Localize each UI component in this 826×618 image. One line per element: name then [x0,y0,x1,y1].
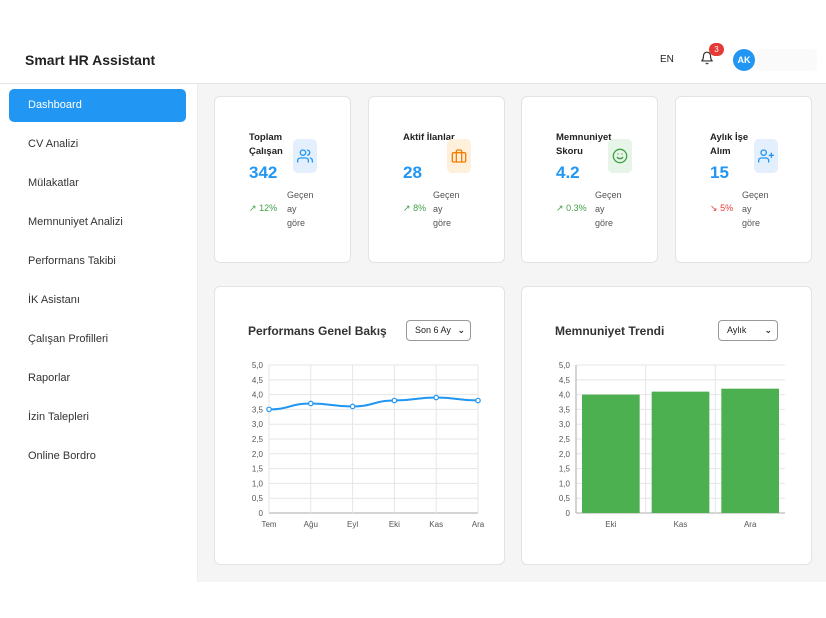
stat-title: Aktif İlanlar [403,132,455,143]
smile-icon [608,139,632,173]
x-tick-label: Eyl [347,520,358,529]
performance-period-select[interactable]: Son 6 Ay ⌄ [406,320,471,341]
app-title: Smart HR Assistant [25,52,156,68]
performance-chart-title: Performans Genel Bakış [248,324,387,338]
x-tick-label: Ara [472,520,485,529]
chevron-down-icon: ⌄ [764,325,772,335]
stat-card-active-listings: Aktif İlanlar 28 ↗ 8% Geçen ay göre [368,96,505,263]
stat-card-employees: Toplam Çalışan 342 ↗ 12% Geçen ay göre [214,96,351,263]
y-tick-label: 2,5 [252,435,264,444]
stat-card-monthly-hires: Aylık İşe Alım 15 ↘ 5% Geçen ay göre [675,96,812,263]
satisfaction-chart-title: Memnuniyet Trendi [555,324,665,338]
y-tick-label: 2,0 [559,450,571,459]
y-tick-label: 4,5 [559,376,571,385]
x-tick-label: Eki [389,520,400,529]
profile-menu[interactable] [757,49,817,71]
bar [582,394,640,513]
trend-down-icon: ↘ [710,203,718,213]
briefcase-icon [447,139,471,173]
data-point [475,397,481,404]
satisfaction-period-select[interactable]: Aylık ⌄ [718,320,778,341]
stat-card-satisfaction: Memnuniyet Skoru 4.2 ↗ 0.3% Geçen ay gör… [521,96,658,263]
bar [651,391,710,513]
y-tick-label: 4,0 [252,391,264,400]
data-point [266,406,272,413]
trend-up-indicator: ↗ 0.3% [556,203,587,213]
main-content: Toplam Çalışan 342 ↗ 12% Geçen ay göre A… [198,84,826,582]
stat-value: 28 [403,163,422,182]
language-switcher[interactable]: EN [660,54,674,65]
sidebar-item-performance[interactable]: Performans Takibi [28,255,116,267]
notification-badge: 3 [709,43,724,56]
sidebar-item-employee-profiles[interactable]: Çalışan Profilleri [28,333,109,345]
y-tick-label: 2,5 [559,435,571,444]
sidebar-item-interviews[interactable]: Mülakatlar [28,177,79,189]
satisfaction-trend-panel: Memnuniyet Trendi Aylık ⌄ 0 0,5 1,0 1,5 2,0 2,… [521,286,812,565]
y-tick-label: 1,0 [252,479,264,488]
y-tick-label: 0 [259,509,264,518]
x-tick-label: Tem [261,520,276,529]
performance-line-chart: 0 0,5 1,0 1,5 2,0 2,5 3,0 3,5 4,0 4,5 5,0 Tem Ağu Eyl… [252,361,485,529]
stat-note: Geçen ay göre [595,190,622,228]
y-tick-label: 3,0 [559,420,571,429]
trend-up-icon: ↗ [403,203,411,213]
trend-up-icon: ↗ [556,203,564,213]
user-plus-icon [754,139,778,173]
stat-value: 342 [249,163,278,182]
trend-up-indicator: ↗ 8% [403,203,427,213]
data-point [349,403,356,410]
y-tick-label: 3,5 [559,405,571,414]
sidebar: Dashboard CV Analizi Mülakatlar Memnuniy… [0,84,198,582]
sidebar-item-cv-analysis[interactable]: CV Analizi [28,138,79,150]
stat-note: Geçen ay göre [433,190,460,228]
stat-title: Aylık İşe Alım [710,132,749,157]
x-tick-label: Ara [744,520,757,529]
data-point [308,400,314,407]
data-point [391,397,398,404]
x-tick-label: Eki [605,520,616,529]
y-tick-label: 4,5 [252,376,264,385]
sidebar-item-leave-requests[interactable]: İzin Talepleri [28,411,89,423]
stat-title: Toplam Çalışan [249,132,283,157]
x-tick-label: Kas [674,520,688,529]
x-tick-label: Kas [429,520,443,529]
y-tick-label: 1,0 [559,479,571,488]
sidebar-item-dashboard[interactable]: Dashboard [9,89,186,122]
stat-value: 15 [710,163,729,182]
stat-value: 4.2 [556,163,580,182]
satisfaction-bar-chart: 0 0,5 1,0 1,5 2,0 2,5 3,0 3,5 4,0 4,5 5,0 Eki Kas Ara [559,361,785,529]
chevron-down-icon: ⌄ [457,325,465,335]
stat-title: Memnuniyet Skoru [556,132,612,157]
sidebar-item-reports[interactable]: Raporlar [28,372,71,384]
y-tick-label: 0,5 [559,494,571,503]
trend-up-indicator: ↗ 12% [249,203,278,213]
y-tick-label: 0 [566,509,571,518]
y-tick-label: 3,0 [252,420,264,429]
bell-icon[interactable] [700,51,716,67]
y-tick-label: 2,0 [252,450,264,459]
stat-note: Geçen ay göre [287,190,314,228]
y-tick-label: 3,5 [252,405,264,414]
y-tick-label: 5,0 [559,361,571,370]
performance-overview-panel: Performans Genel Bakış Son 6 Ay ⌄ 0 0,5 1,0… [214,286,505,565]
y-tick-label: 0,5 [252,494,264,503]
y-tick-label: 5,0 [252,361,264,370]
top-bar: Smart HR Assistant EN 3 AK [0,36,826,84]
users-icon [293,139,317,173]
bar [721,388,779,513]
avatar[interactable]: AK [733,49,755,71]
series-line [268,396,479,411]
sidebar-item-hr-assistant[interactable]: İK Asistanı [28,294,80,306]
trend-down-indicator: ↘ 5% [710,203,734,213]
data-point [433,394,440,401]
stat-note: Geçen ay göre [742,190,769,228]
sidebar-item-satisfaction[interactable]: Memnuniyet Analizi [28,216,123,228]
y-tick-label: 4,0 [559,391,571,400]
y-tick-label: 1,5 [252,465,264,474]
y-tick-label: 1,5 [559,465,571,474]
trend-up-icon: ↗ [249,203,257,213]
sidebar-item-payroll[interactable]: Online Bordro [28,450,96,462]
x-tick-label: Ağu [304,520,318,529]
